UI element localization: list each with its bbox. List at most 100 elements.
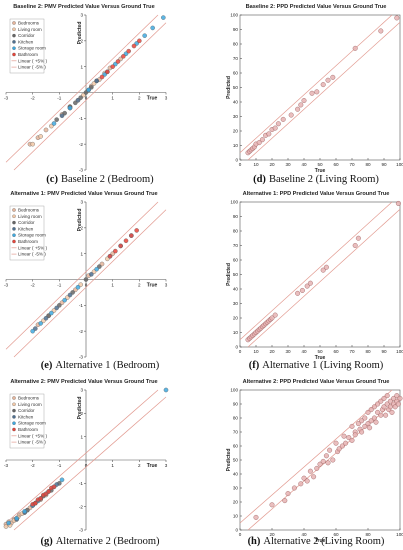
caption-label: (c) [46,174,58,185]
linear-plus-5-line [5,389,159,524]
data-point [161,15,166,20]
x-tick-label: 0 [85,283,88,288]
data-point [54,305,59,311]
legend-label: Kitchen [18,414,34,419]
y-tick-label: -2 [79,142,84,147]
data-point [336,446,342,452]
y-tick-label: 10 [233,143,239,148]
legend-marker [12,40,16,44]
y-tick-label: 70 [233,243,239,248]
y-tick-label: 10 [233,330,239,335]
y-tick-label: 60 [233,258,239,263]
linear-plus-5-line [5,201,159,350]
y-tick-label: 2 [80,411,83,416]
chart-panel-b: Baseline 2: PPD Predicted Value Versus G… [226,4,403,185]
y-axis-label: Predicted [77,22,83,45]
data-point [291,485,297,491]
y-tick-label: 40 [233,472,239,477]
y-tick-label: 20 [233,316,239,321]
panel-caption: (d) Baseline 2 (Living Room) [253,174,379,185]
data-point [301,98,307,104]
data-point [349,437,355,443]
data-point [59,477,65,483]
data-point [365,421,371,427]
chart-panel-f: Alternative 2: PPD Predicted Value Versu… [226,379,403,547]
caption-label: (d) [253,174,266,185]
plot-frame [239,389,401,531]
legend-label: Kitchen [18,39,34,44]
x-axis-label: True [315,355,326,361]
data-point [394,393,400,399]
y-tick-label: 90 [233,27,239,32]
data-point [269,502,275,508]
legend-label: Linear ( -5% ) [18,440,46,445]
panel-caption: (e) Alternative 1 (Bedroom) [41,360,160,371]
data-point [298,102,304,108]
data-point [131,43,137,49]
data-point [75,97,81,103]
data-point [299,287,305,293]
y-tick-label: 80 [233,416,239,421]
legend-label: Linear ( -5% ) [18,65,46,70]
data-point [355,421,361,427]
legend-marker [12,227,16,231]
y-tick-label: -2 [79,504,84,509]
data-point [67,105,73,111]
y-tick-label: 1 [80,251,83,256]
data-point [381,395,387,401]
data-point [394,15,400,21]
chart-panel-e: Alternative 2: PMV Predicted Value Versu… [3,379,169,547]
data-point [3,524,9,529]
legend-label: Bedrooms [18,208,40,213]
data-point [126,48,131,54]
data-point [384,401,390,407]
y-tick-label: 30 [233,114,239,119]
legend-label: Storage room [18,46,46,51]
data-point [304,283,310,289]
legend-label: Corridor [18,33,35,38]
data-point [346,435,352,441]
x-tick-label: 70 [349,349,355,354]
y-tick-label: 90 [233,214,239,219]
y-tick-label: 50 [233,85,239,90]
data-point [288,112,294,118]
data-point [339,443,345,449]
legend-marker [12,220,16,225]
y-tick-label: 20 [233,500,239,505]
x-tick-label: 0 [239,349,242,354]
x-axis-label: True [147,463,158,469]
legend-marker [12,33,16,38]
y-tick-label: -1 [79,303,84,308]
linear-minus-5-line [247,21,401,161]
chart-title: Baseline 2: PPD Predicted Value Versus G… [246,4,387,10]
data-point [295,290,301,296]
caption-text: Alternative 2 (Living Room) [263,536,385,547]
data-point [272,312,278,318]
data-point [275,121,281,127]
x-tick-label: 90 [381,162,387,167]
x-tick-label: 40 [301,162,307,167]
data-point [280,116,286,122]
x-tick-label: 80 [365,162,371,167]
x-tick-label: 1 [111,283,114,288]
panel-caption: (g) Alternative 2 (Bedroom) [40,536,160,547]
x-tick-label: 80 [365,532,371,537]
x-axis-label: True [315,538,326,544]
x-tick-label: 100 [396,162,403,167]
data-point [327,447,333,453]
y-tick-label: 40 [233,100,239,105]
data-point [341,433,347,439]
y-tick-label: 0 [235,345,238,350]
y-axis-label: Predicted [226,76,232,99]
data-point [51,484,57,490]
x-tick-label: 60 [333,532,339,537]
y-axis-label: Predicted [77,397,83,420]
data-point [378,28,384,34]
x-tick-label: 60 [333,162,339,167]
legend-label: Linear ( +5% ) [18,245,47,250]
x-tick-label: 2 [138,96,141,101]
caption-text: Alternative 2 (Bedroom) [56,536,160,547]
x-tick-label: 2 [138,283,141,288]
x-tick-label: -1 [57,463,62,468]
